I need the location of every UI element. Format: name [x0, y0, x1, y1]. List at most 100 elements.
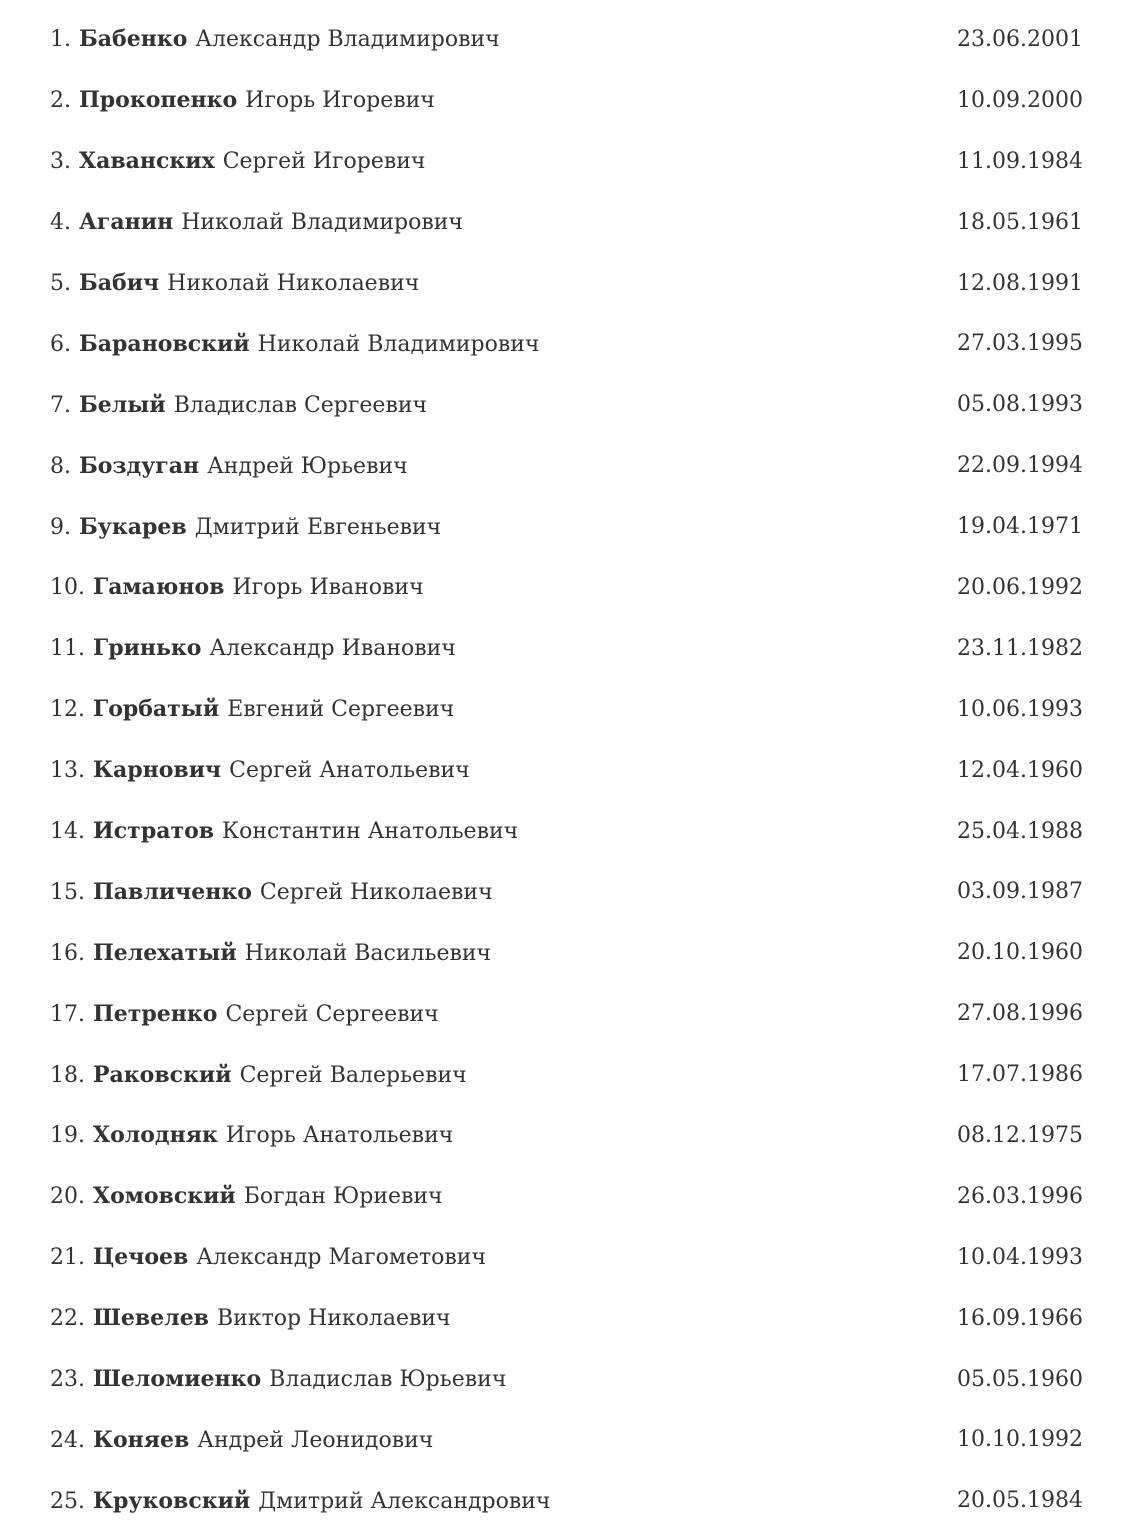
- birth-date: 10.06.1993: [957, 696, 1083, 722]
- person-name: 5. Бабич Николай Николаевич: [50, 270, 925, 296]
- surname: Гамаюнов: [93, 574, 225, 601]
- person-name: 9. Букарев Дмитрий Евгеньевич: [50, 514, 925, 540]
- row-number: 14.: [50, 819, 85, 845]
- surname: Бабенко: [79, 26, 188, 53]
- person-name: 23. Шеломиенко Владислав Юрьевич: [50, 1366, 925, 1392]
- birth-date: 11.09.1984: [957, 148, 1083, 174]
- list-item: 1. Бабенко Александр Владимирович 23.06.20…: [0, 9, 1140, 70]
- list-item: 8. Боздуган Андрей Юрьевич 22.09.1994: [0, 435, 1140, 496]
- birth-date: 27.03.1995: [957, 331, 1083, 357]
- birth-date: 12.04.1960: [957, 757, 1083, 783]
- list-item: 4. Аганин Николай Владимирович 18.05.1961: [0, 192, 1140, 253]
- surname: Шевелев: [93, 1305, 209, 1332]
- surname: Аганин: [79, 209, 174, 236]
- row-number: 8.: [50, 453, 71, 479]
- surname: Пелехатый: [93, 939, 237, 966]
- given-names: Владислав Сергеевич: [173, 392, 428, 418]
- person-name: 1. Бабенко Александр Владимирович: [50, 26, 925, 52]
- person-name: 6. Барановский Николай Владимирович: [50, 331, 925, 357]
- surname: Хаванских: [79, 148, 215, 175]
- surname: Боздуган: [79, 452, 200, 479]
- birth-date: 18.05.1961: [957, 209, 1083, 235]
- person-name: 8. Боздуган Андрей Юрьевич: [50, 453, 925, 479]
- given-names: Сергей Валерьевич: [239, 1062, 467, 1088]
- list-item: 9. Букарев Дмитрий Евгеньевич 19.04.1971: [0, 496, 1140, 557]
- person-name: 22. Шевелев Виктор Николаевич: [50, 1305, 925, 1331]
- row-number: 16.: [50, 940, 85, 966]
- surname: Гринько: [93, 635, 202, 662]
- row-number: 1.: [50, 27, 71, 53]
- list-item: 24. Коняев Андрей Леонидович 10.10.1992: [0, 1409, 1140, 1470]
- person-name: 2. Прокопенко Игорь Игоревич: [50, 87, 925, 113]
- list-item: 14. Истратов Константин Анатольевич 25.04.…: [0, 801, 1140, 862]
- surname: Букарев: [79, 513, 187, 540]
- surname: Горбатый: [93, 696, 220, 723]
- given-names: Сергей Анатольевич: [229, 758, 470, 784]
- list-item: 10. Гамаюнов Игорь Иванович 20.06.1992: [0, 557, 1140, 618]
- row-number: 11.: [50, 636, 85, 662]
- person-name: 25. Круковский Дмитрий Александрович: [50, 1488, 925, 1514]
- surname: Павличенко: [93, 878, 252, 905]
- person-name: 16. Пелехатый Николай Васильевич: [50, 940, 925, 966]
- surname: Истратов: [93, 818, 215, 845]
- row-number: 19.: [50, 1123, 85, 1149]
- surname: Прокопенко: [79, 87, 238, 114]
- surname: Хомовский: [93, 1183, 236, 1210]
- row-number: 4.: [50, 210, 71, 236]
- row-number: 12.: [50, 697, 85, 723]
- list-item: 21. Цечоев Александр Магометович 10.04.199…: [0, 1227, 1140, 1288]
- list-item: 22. Шевелев Виктор Николаевич 16.09.1966: [0, 1288, 1140, 1349]
- surname: Барановский: [79, 330, 250, 357]
- given-names: Дмитрий Евгеньевич: [194, 514, 442, 540]
- birth-date: 20.05.1984: [957, 1488, 1083, 1514]
- given-names: Константин Анатольевич: [222, 819, 519, 845]
- birth-date: 20.06.1992: [957, 574, 1083, 600]
- surname: Раковский: [93, 1061, 232, 1088]
- birth-date: 16.09.1966: [957, 1305, 1083, 1331]
- list-item: 15. Павличенко Сергей Николаевич 03.09.198…: [0, 861, 1140, 922]
- surname: Белый: [79, 391, 166, 418]
- birth-date: 25.04.1988: [957, 818, 1083, 844]
- list-item: 18. Раковский Сергей Валерьевич 17.07.1986: [0, 1044, 1140, 1105]
- given-names: Сергей Сергеевич: [225, 1001, 439, 1027]
- person-name: 18. Раковский Сергей Валерьевич: [50, 1062, 925, 1088]
- given-names: Александр Магометович: [196, 1245, 487, 1271]
- list-item: 3. Хаванских Сергей Игоревич 11.09.1984: [0, 131, 1140, 192]
- birth-date: 27.08.1996: [957, 1001, 1083, 1027]
- birth-date: 05.08.1993: [957, 392, 1083, 418]
- list-item: 12. Горбатый Евгений Сергеевич 10.06.1993: [0, 679, 1140, 740]
- given-names: Дмитрий Александрович: [258, 1488, 551, 1514]
- birth-date: 23.06.2001: [957, 26, 1083, 52]
- list-item: 23. Шеломиенко Владислав Юрьевич 05.05.196…: [0, 1349, 1140, 1410]
- given-names: Сергей Николаевич: [259, 879, 493, 905]
- birth-date: 26.03.1996: [957, 1183, 1083, 1209]
- given-names: Николай Николаевич: [167, 271, 420, 296]
- given-names: Игорь Иванович: [232, 575, 424, 601]
- given-names: Николай Васильевич: [244, 940, 492, 966]
- person-name: 14. Истратов Константин Анатольевич: [50, 818, 925, 844]
- birth-date: 10.09.2000: [957, 87, 1083, 113]
- row-number: 22.: [50, 1306, 85, 1332]
- list-item: 5. Бабич Николай Николаевич 12.08.1991: [0, 253, 1140, 314]
- given-names: Владислав Юрьевич: [269, 1367, 507, 1393]
- given-names: Виктор Николаевич: [216, 1306, 451, 1332]
- row-number: 10.: [50, 575, 85, 601]
- given-names: Игорь Анатольевич: [225, 1123, 454, 1149]
- given-names: Сергей Игоревич: [222, 149, 426, 175]
- list-item: 11. Гринько Александр Иванович 23.11.1982: [0, 618, 1140, 679]
- person-name: 10. Гамаюнов Игорь Иванович: [50, 574, 925, 600]
- list-item: 7. Белый Владислав Сергеевич 05.08.1993: [0, 374, 1140, 435]
- given-names: Андрей Юрьевич: [207, 453, 408, 479]
- surname: Коняев: [93, 1426, 190, 1453]
- row-number: 21.: [50, 1245, 85, 1271]
- birth-date: 20.10.1960: [957, 940, 1083, 966]
- person-name: 21. Цечоев Александр Магометович: [50, 1244, 925, 1270]
- people-list: 1. Бабенко Александр Владимирович 23.06.20…: [0, 9, 1140, 1522]
- person-name: 15. Павличенко Сергей Николаевич: [50, 879, 925, 905]
- person-name: 24. Коняев Андрей Леонидович: [50, 1427, 925, 1453]
- list-item: 19. Холодняк Игорь Анатольевич 08.12.1975: [0, 1105, 1140, 1166]
- person-name: 7. Белый Владислав Сергеевич: [50, 392, 925, 418]
- person-name: 19. Холодняк Игорь Анатольевич: [50, 1122, 925, 1148]
- row-number: 3.: [50, 149, 71, 175]
